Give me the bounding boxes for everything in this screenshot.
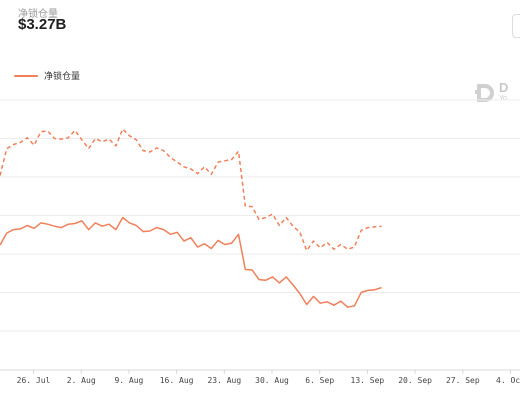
x-tick-label: 6. Sep — [305, 376, 334, 385]
x-axis-ticks: 26. Jul 2. Aug 9. Aug 16. Aug 23. Aug 30. Aug… — [17, 370, 520, 385]
corner-button[interactable] — [512, 14, 520, 38]
watermark-sub: Yo — [499, 95, 507, 102]
watermark-text: D Yo — [499, 80, 509, 103]
watermark-mark: D — [499, 80, 509, 95]
x-tick-label: 2. Aug — [67, 376, 96, 385]
x-tick-label: 20. Sep — [398, 376, 432, 385]
x-tick-label: 4. Oct — [496, 376, 520, 385]
series-line-dashed[interactable] — [0, 128, 382, 252]
chart-legend[interactable]: 净锁仓量 — [14, 69, 80, 82]
metric-value: $3.27B — [18, 16, 67, 33]
watermark-logo-icon — [475, 84, 494, 102]
grid-layer — [0, 99, 520, 371]
series-layer — [0, 128, 382, 308]
legend-swatch — [14, 74, 38, 77]
x-tick-label: 9. Aug — [114, 376, 143, 385]
watermark: D Yo — [475, 80, 509, 104]
series-line-solid[interactable] — [0, 216, 382, 308]
legend-label: 净锁仓量 — [44, 71, 81, 81]
x-tick-label: 26. Jul — [17, 376, 51, 385]
x-tick-label: 16. Aug — [160, 376, 194, 385]
x-tick-label: 23. Aug — [207, 376, 241, 385]
x-tick-label: 30. Aug — [255, 376, 289, 385]
x-tick-label: 27. Sep — [446, 376, 480, 385]
x-tick-label: 13. Sep — [351, 376, 385, 385]
metric-label: 净锁仓量 — [18, 9, 58, 20]
